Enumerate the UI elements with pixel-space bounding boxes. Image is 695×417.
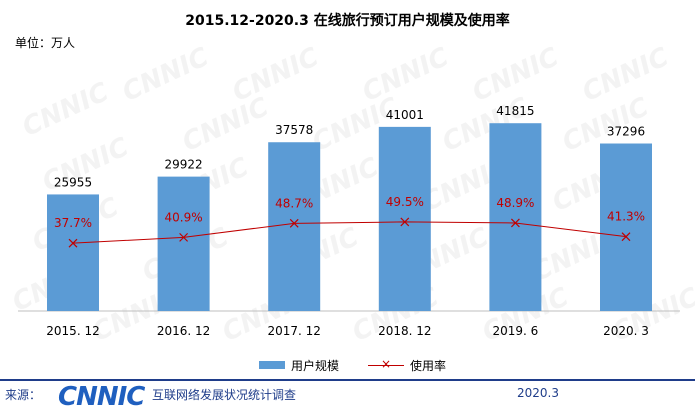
bar-data-label: 41815 bbox=[496, 104, 534, 118]
unit-label: 单位：万人 bbox=[15, 36, 76, 50]
rate-point bbox=[400, 217, 410, 227]
rate-data-label: 49.5% bbox=[386, 195, 424, 209]
legend-swatch-bar bbox=[259, 361, 285, 369]
bar bbox=[489, 123, 542, 311]
rate-data-label: 37.7% bbox=[54, 216, 92, 230]
x-tick-label: 2018. 12 bbox=[378, 324, 431, 338]
legend-label-bar: 用户规模 bbox=[291, 358, 340, 373]
bar bbox=[600, 143, 652, 311]
footer-date: 2020.3 bbox=[517, 386, 559, 400]
legend-marker-icon: × bbox=[381, 357, 392, 371]
bar bbox=[378, 126, 431, 312]
footer: 来源： CNNIC 互联网络发展状况统计调查 2020.3 bbox=[0, 382, 695, 414]
rate-data-label: 41.3% bbox=[607, 210, 645, 224]
x-tick-label: 2019. 6 bbox=[492, 324, 538, 338]
rate-point bbox=[68, 238, 78, 248]
legend-label-line: 使用率 bbox=[410, 358, 447, 373]
rate-point bbox=[179, 232, 189, 242]
rate-data-label: 40.9% bbox=[165, 210, 203, 224]
source-label: 来源： bbox=[5, 388, 42, 402]
bar-data-label: 41001 bbox=[386, 108, 424, 122]
bar bbox=[47, 194, 99, 311]
bar-data-label: 25955 bbox=[54, 175, 92, 189]
bar-data-label: 37578 bbox=[275, 123, 313, 137]
x-tick-label: 2015. 12 bbox=[46, 324, 99, 338]
cnnic-logo: CNNIC bbox=[58, 382, 145, 412]
rate-point bbox=[289, 218, 299, 228]
x-tick-label: 2020. 3 bbox=[603, 324, 649, 338]
source-organization: 互联网络发展状况统计调查 bbox=[152, 388, 297, 402]
chart-title: 2015.12-2020.3 在线旅行预订用户规模及使用率 bbox=[185, 13, 510, 29]
rate-line bbox=[72, 221, 627, 244]
rate-data-label: 48.9% bbox=[496, 196, 534, 210]
legend-swatch-line: × bbox=[368, 357, 404, 372]
bar bbox=[157, 176, 210, 311]
bar bbox=[268, 142, 321, 311]
legend-item-line: × 使用率 bbox=[368, 357, 447, 373]
footer-divider bbox=[0, 379, 695, 381]
x-tick-label: 2016. 12 bbox=[157, 324, 210, 338]
bar-data-label: 37296 bbox=[607, 125, 645, 139]
x-tick-label: 2017. 12 bbox=[267, 324, 320, 338]
rate-point bbox=[621, 232, 631, 242]
legend-item-bar: 用户规模 bbox=[259, 358, 340, 373]
bar-data-label: 29922 bbox=[165, 158, 203, 172]
rate-data-label: 48.7% bbox=[275, 196, 313, 210]
rate-point bbox=[510, 218, 520, 228]
